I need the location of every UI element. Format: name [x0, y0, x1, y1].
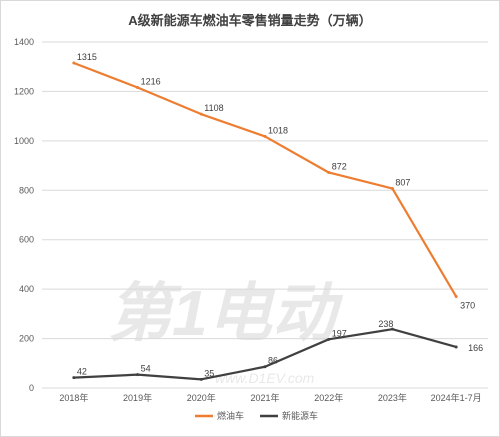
data-label-0-6: 370 — [460, 301, 475, 311]
legend: 燃油车 新能源车 — [195, 410, 318, 421]
data-label-0-3: 1018 — [268, 125, 288, 135]
chart-title: A级新能源车燃油车零售销量走势（万辆） — [128, 13, 372, 28]
point-0-3 — [263, 134, 267, 138]
x-tick-label-6: 2024年1-7月 — [431, 392, 482, 403]
data-label-0-2: 1108 — [204, 103, 223, 113]
point-1-0 — [72, 376, 76, 380]
x-tick-label-4: 2022年 — [314, 392, 343, 403]
y-tick-label-800: 800 — [19, 185, 34, 195]
data-label-1-3: 86 — [268, 356, 278, 366]
point-0-0 — [72, 61, 76, 65]
point-0-2 — [199, 112, 203, 116]
y-tick-label-0: 0 — [29, 383, 34, 393]
data-label-0-0: 1315 — [77, 52, 97, 62]
x-tick-label-2: 2020年 — [187, 392, 216, 403]
point-1-3 — [263, 365, 267, 369]
point-1-2 — [199, 377, 203, 381]
y-tick-label-600: 600 — [19, 235, 34, 245]
x-tick-label-5: 2023年 — [378, 392, 407, 403]
y-tick-label-1000: 1000 — [14, 136, 34, 146]
x-axis: 2018年 2019年 2020年 2021年 2022年 2023年 2024年1-7月 — [59, 392, 481, 403]
point-0-1 — [136, 85, 140, 89]
data-label-0-1: 1216 — [141, 76, 161, 86]
data-label-0-5: 807 — [395, 178, 410, 188]
series-layer — [72, 61, 458, 381]
y-tick-label-200: 200 — [19, 334, 34, 344]
data-label-1-4: 197 — [332, 328, 347, 338]
legend-label-1: 新能源车 — [282, 410, 318, 421]
point-1-1 — [136, 373, 140, 377]
y-axis: 0 200 400 600 800 1000 1200 1400 — [14, 37, 34, 393]
data-label-1-6: 166 — [468, 343, 483, 353]
y-tick-label-400: 400 — [19, 284, 34, 294]
point-0-5 — [390, 187, 394, 191]
watermark-url: www.D1EV.com — [215, 370, 315, 386]
point-1-4 — [327, 337, 331, 341]
data-label-1-5: 238 — [378, 319, 393, 329]
data-label-1-2: 35 — [204, 368, 214, 378]
data-labels: 1315 1216 1108 1018 872 807 370 42 54 35 86 197 238 1… — [77, 52, 483, 378]
point-0-4 — [327, 170, 331, 174]
x-tick-label-3: 2021年 — [250, 392, 279, 403]
data-label-1-0: 42 — [77, 367, 87, 377]
y-tick-label-1400: 1400 — [14, 37, 34, 47]
y-tick-label-1200: 1200 — [14, 86, 34, 96]
grid — [42, 41, 488, 389]
point-0-6 — [454, 295, 458, 299]
data-label-1-1: 54 — [141, 364, 151, 374]
point-1-6 — [454, 345, 458, 349]
x-tick-label-1: 2019年 — [123, 392, 152, 403]
point-1-5 — [390, 327, 394, 331]
x-tick-label-0: 2018年 — [59, 392, 88, 403]
legend-label-0: 燃油车 — [217, 410, 244, 421]
data-label-0-4: 872 — [332, 161, 347, 171]
